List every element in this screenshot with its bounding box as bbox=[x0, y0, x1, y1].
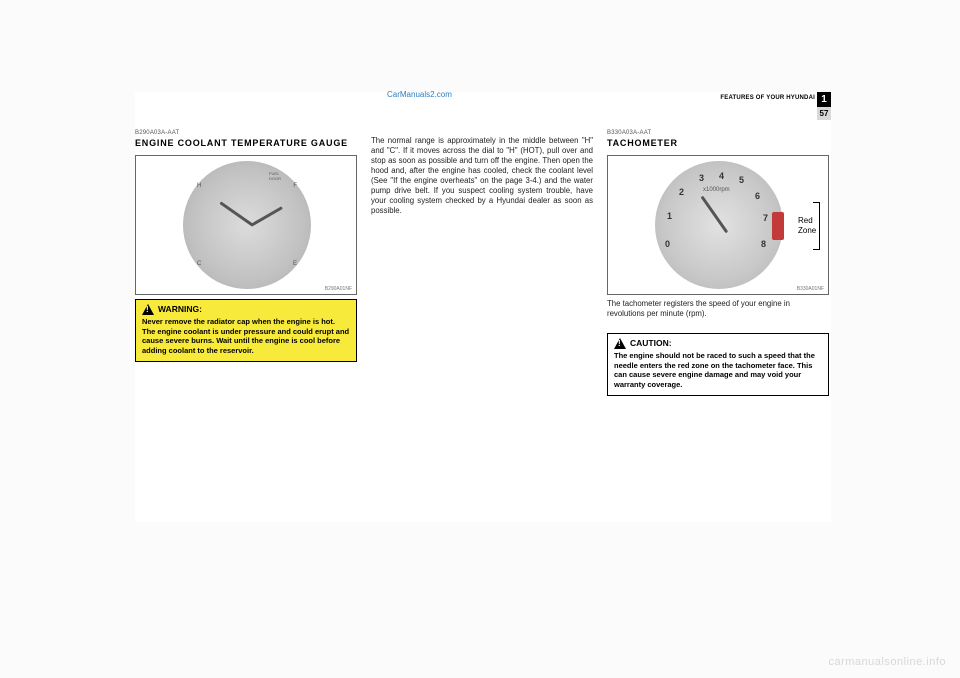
caution-label: CAUTION: bbox=[630, 339, 672, 349]
section-title-coolant: ENGINE COOLANT TEMPERATURE GAUGE bbox=[135, 137, 357, 149]
footer-watermark: carmanualsonline.info bbox=[828, 656, 946, 668]
page-number: 57 bbox=[817, 107, 831, 120]
caution-box: CAUTION: The engine should not be raced … bbox=[607, 333, 829, 396]
fuel-needle-icon bbox=[250, 206, 283, 227]
page-header: FEATURES OF YOUR HYUNDAI 1 57 bbox=[661, 92, 831, 120]
redzone-arc bbox=[772, 212, 784, 240]
caution-icon bbox=[614, 338, 626, 349]
tach-6: 6 bbox=[755, 191, 760, 201]
ref-code-2: B330A03A-AAT bbox=[607, 130, 829, 136]
caution-text: The engine should not be raced to such a… bbox=[614, 351, 822, 389]
coolant-body-text: The normal range is approximately in the… bbox=[371, 136, 593, 216]
figure-code-2: B330A01NF bbox=[797, 286, 824, 292]
tachometer-figure: 0 1 2 3 4 5 6 7 8 x1000rpm Red Zone B330… bbox=[607, 155, 829, 295]
header-features-label: FEATURES OF YOUR HYUNDAI bbox=[720, 95, 815, 101]
coolant-gauge-dial: H C F E FUEL DOOR bbox=[183, 161, 311, 289]
section-title-tach: TACHOMETER bbox=[607, 137, 829, 149]
tach-0: 0 bbox=[665, 239, 670, 249]
tach-2: 2 bbox=[679, 187, 684, 197]
fuel-door-label: FUEL DOOR bbox=[269, 171, 281, 181]
tach-body-text: The tachometer registers the speed of yo… bbox=[607, 299, 829, 319]
gauge-label-f: F bbox=[293, 183, 297, 189]
column-1: B290A03A-AAT ENGINE COOLANT TEMPERATURE … bbox=[135, 130, 357, 396]
column-2: The normal range is approximately in the… bbox=[371, 130, 593, 396]
tach-4: 4 bbox=[719, 171, 724, 181]
warning-text: Never remove the radiator cap when the e… bbox=[142, 317, 350, 355]
tach-7: 7 bbox=[763, 213, 768, 223]
warning-label: WARNING: bbox=[158, 305, 202, 315]
temp-needle-icon bbox=[219, 201, 253, 226]
gauge-label-h: H bbox=[197, 183, 201, 189]
tach-3: 3 bbox=[699, 173, 704, 183]
warning-box: WARNING: Never remove the radiator cap w… bbox=[135, 299, 357, 362]
watermark-link[interactable]: CarManuals2.com bbox=[387, 90, 452, 99]
caution-title: CAUTION: bbox=[614, 338, 822, 349]
tach-unit: x1000rpm bbox=[703, 187, 730, 193]
tachometer-dial: 0 1 2 3 4 5 6 7 8 x1000rpm bbox=[655, 161, 783, 289]
ref-code-1: B290A03A-AAT bbox=[135, 130, 357, 136]
redzone-label: Red Zone bbox=[798, 216, 830, 236]
content-columns: B290A03A-AAT ENGINE COOLANT TEMPERATURE … bbox=[135, 130, 831, 396]
warning-icon bbox=[142, 304, 154, 315]
coolant-gauge-figure: H C F E FUEL DOOR B290A01NF bbox=[135, 155, 357, 295]
gauge-label-e: E bbox=[293, 261, 297, 267]
tach-needle-icon bbox=[701, 196, 729, 234]
tach-1: 1 bbox=[667, 211, 672, 221]
warning-title: WARNING: bbox=[142, 304, 350, 315]
figure-code-1: B290A01NF bbox=[325, 286, 352, 292]
chapter-number: 1 bbox=[817, 92, 831, 107]
tach-5: 5 bbox=[739, 175, 744, 185]
gauge-label-c: C bbox=[197, 261, 201, 267]
column-3: B330A03A-AAT TACHOMETER 0 1 2 3 4 5 6 7 … bbox=[607, 130, 829, 396]
tach-8: 8 bbox=[761, 239, 766, 249]
manual-page: FEATURES OF YOUR HYUNDAI 1 57 CarManuals… bbox=[135, 92, 831, 522]
